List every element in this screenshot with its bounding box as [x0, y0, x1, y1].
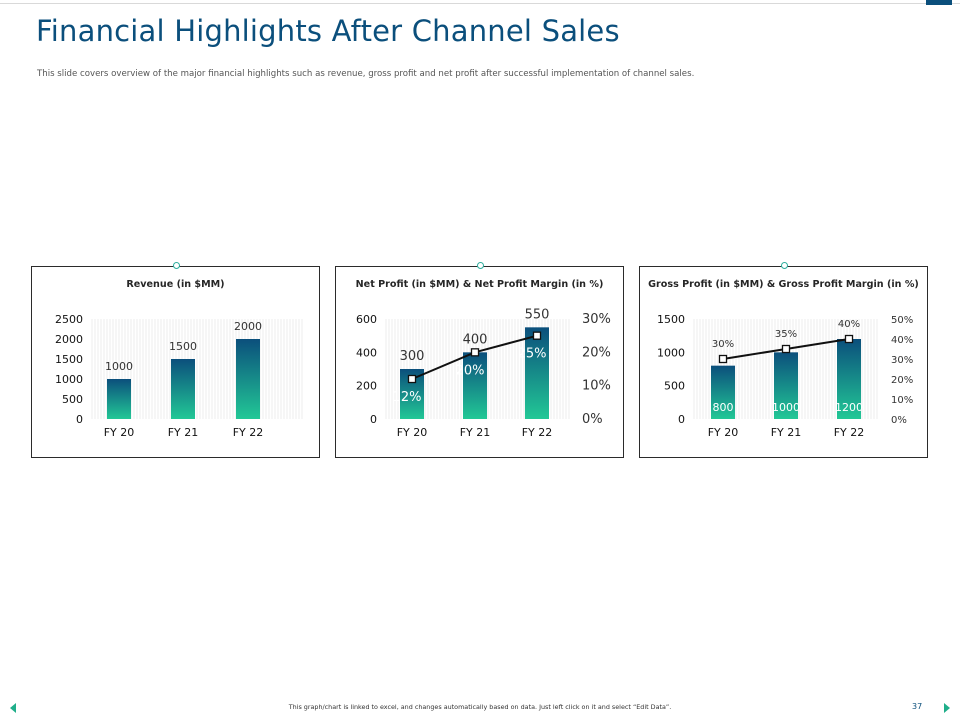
next-slide-icon[interactable]: [944, 703, 950, 713]
y-tick-label: 2500: [55, 313, 83, 326]
line-data-label: 12%: [393, 390, 422, 405]
line-data-label: 30%: [712, 339, 734, 350]
footer-note: This graph/chart is linked to excel, and…: [288, 703, 672, 711]
y-tick-label: 1000: [55, 373, 83, 386]
chart-net-profit: 0 200 400 600 300 FY 20 400 FY 21 550 FY 22 0% 10% 2…: [356, 307, 611, 439]
x-tick-label: FY 21: [460, 426, 491, 439]
y2-tick-label: 40%: [891, 335, 913, 346]
x-tick-label: FY 20: [708, 426, 739, 439]
y2-tick-label: 20%: [891, 375, 913, 386]
y-tick-label: 200: [356, 380, 377, 393]
bar-data-label: 1500: [169, 340, 197, 353]
bar-data-label: 2000: [234, 320, 262, 333]
x-tick-label: FY 22: [834, 426, 865, 439]
line-marker: [781, 344, 791, 354]
y2-tick-label: 30%: [891, 355, 913, 366]
line-data-label: 35%: [775, 329, 797, 340]
bar: [774, 352, 798, 419]
bar: [463, 352, 487, 419]
y2-tick-label: 10%: [582, 379, 611, 394]
top-rule: [0, 3, 960, 4]
y-tick-label: 1500: [657, 313, 685, 326]
chart-revenue: 0 500 1000 1500 2000 2500 1000 FY 20 1500 FY 21 20…: [55, 313, 303, 439]
y-tick-label: 400: [356, 346, 377, 359]
y2-tick-label: 0%: [891, 415, 907, 426]
bar: [711, 365, 735, 419]
chart-panel-net-profit[interactable]: Net Profit (in $MM) & Net Profit Margin …: [335, 262, 624, 458]
x-tick-label: FY 22: [233, 426, 264, 439]
page-title: Financial Highlights After Channel Sales: [36, 14, 620, 48]
chart-title: Gross Profit (in $MM) & Gross Profit Mar…: [648, 279, 919, 290]
line-marker: [844, 334, 854, 344]
bar: [837, 339, 861, 419]
y-tick-label: 0: [678, 413, 685, 426]
bar: [171, 359, 195, 419]
bar-data-label: 550: [525, 307, 550, 322]
page-number: 37: [912, 702, 923, 711]
y2-tick-label: 0%: [582, 412, 603, 427]
chart-panel-revenue[interactable]: Revenue (in $MM) 0 500 1000 1500 2000 2500 100…: [31, 262, 320, 458]
bar-data-label: 800: [713, 401, 734, 414]
x-tick-label: FY 20: [397, 426, 428, 439]
line-marker: [470, 348, 480, 357]
y2-tick-label: 10%: [891, 395, 913, 406]
line-marker: [407, 374, 417, 384]
y-tick-label: 600: [356, 313, 377, 326]
y-tick-label: 1000: [657, 346, 685, 359]
prev-slide-icon[interactable]: [10, 703, 16, 713]
line-data-label: 25%: [518, 347, 547, 362]
resize-handle-icon[interactable]: [477, 262, 484, 269]
y-tick-label: 0: [370, 413, 377, 426]
bar-data-label: 1000: [105, 360, 133, 373]
bar-data-label: 1000: [772, 401, 800, 414]
chart-panel-gross-profit[interactable]: Gross Profit (in $MM) & Gross Profit Mar…: [639, 262, 928, 458]
line-marker: [532, 331, 542, 340]
line-data-label: 20%: [456, 363, 485, 378]
resize-handle-icon[interactable]: [781, 262, 788, 269]
page-subtitle: This slide covers overview of the major …: [37, 69, 695, 79]
y-tick-label: 0: [76, 413, 83, 426]
line-data-label: 40%: [838, 319, 860, 330]
bar-data-label: 400: [463, 332, 488, 347]
bar: [525, 327, 549, 419]
y-tick-label: 500: [62, 393, 83, 406]
bar: [236, 339, 260, 419]
bar: [107, 379, 131, 419]
corner-accent: [926, 0, 952, 5]
chart-title: Revenue (in $MM): [126, 279, 225, 290]
y2-tick-label: 30%: [582, 312, 611, 327]
y-tick-label: 2000: [55, 333, 83, 346]
chart-gross-profit: 0 500 1000 1500 800 FY 20 1000 FY 21 1200 FY 22 0%…: [657, 313, 913, 439]
x-tick-label: FY 20: [104, 426, 135, 439]
chart-title: Net Profit (in $MM) & Net Profit Margin …: [355, 279, 604, 290]
x-tick-label: FY 22: [522, 426, 553, 439]
resize-handle-icon[interactable]: [173, 262, 180, 269]
y2-tick-label: 50%: [891, 315, 913, 326]
bar-data-label: 300: [400, 349, 425, 364]
y-tick-label: 500: [664, 380, 685, 393]
line-marker: [718, 354, 728, 364]
x-tick-label: FY 21: [168, 426, 199, 439]
bar-data-label: 1200: [835, 401, 863, 414]
y-tick-label: 1500: [55, 353, 83, 366]
x-tick-label: FY 21: [771, 426, 802, 439]
y2-tick-label: 20%: [582, 345, 611, 360]
